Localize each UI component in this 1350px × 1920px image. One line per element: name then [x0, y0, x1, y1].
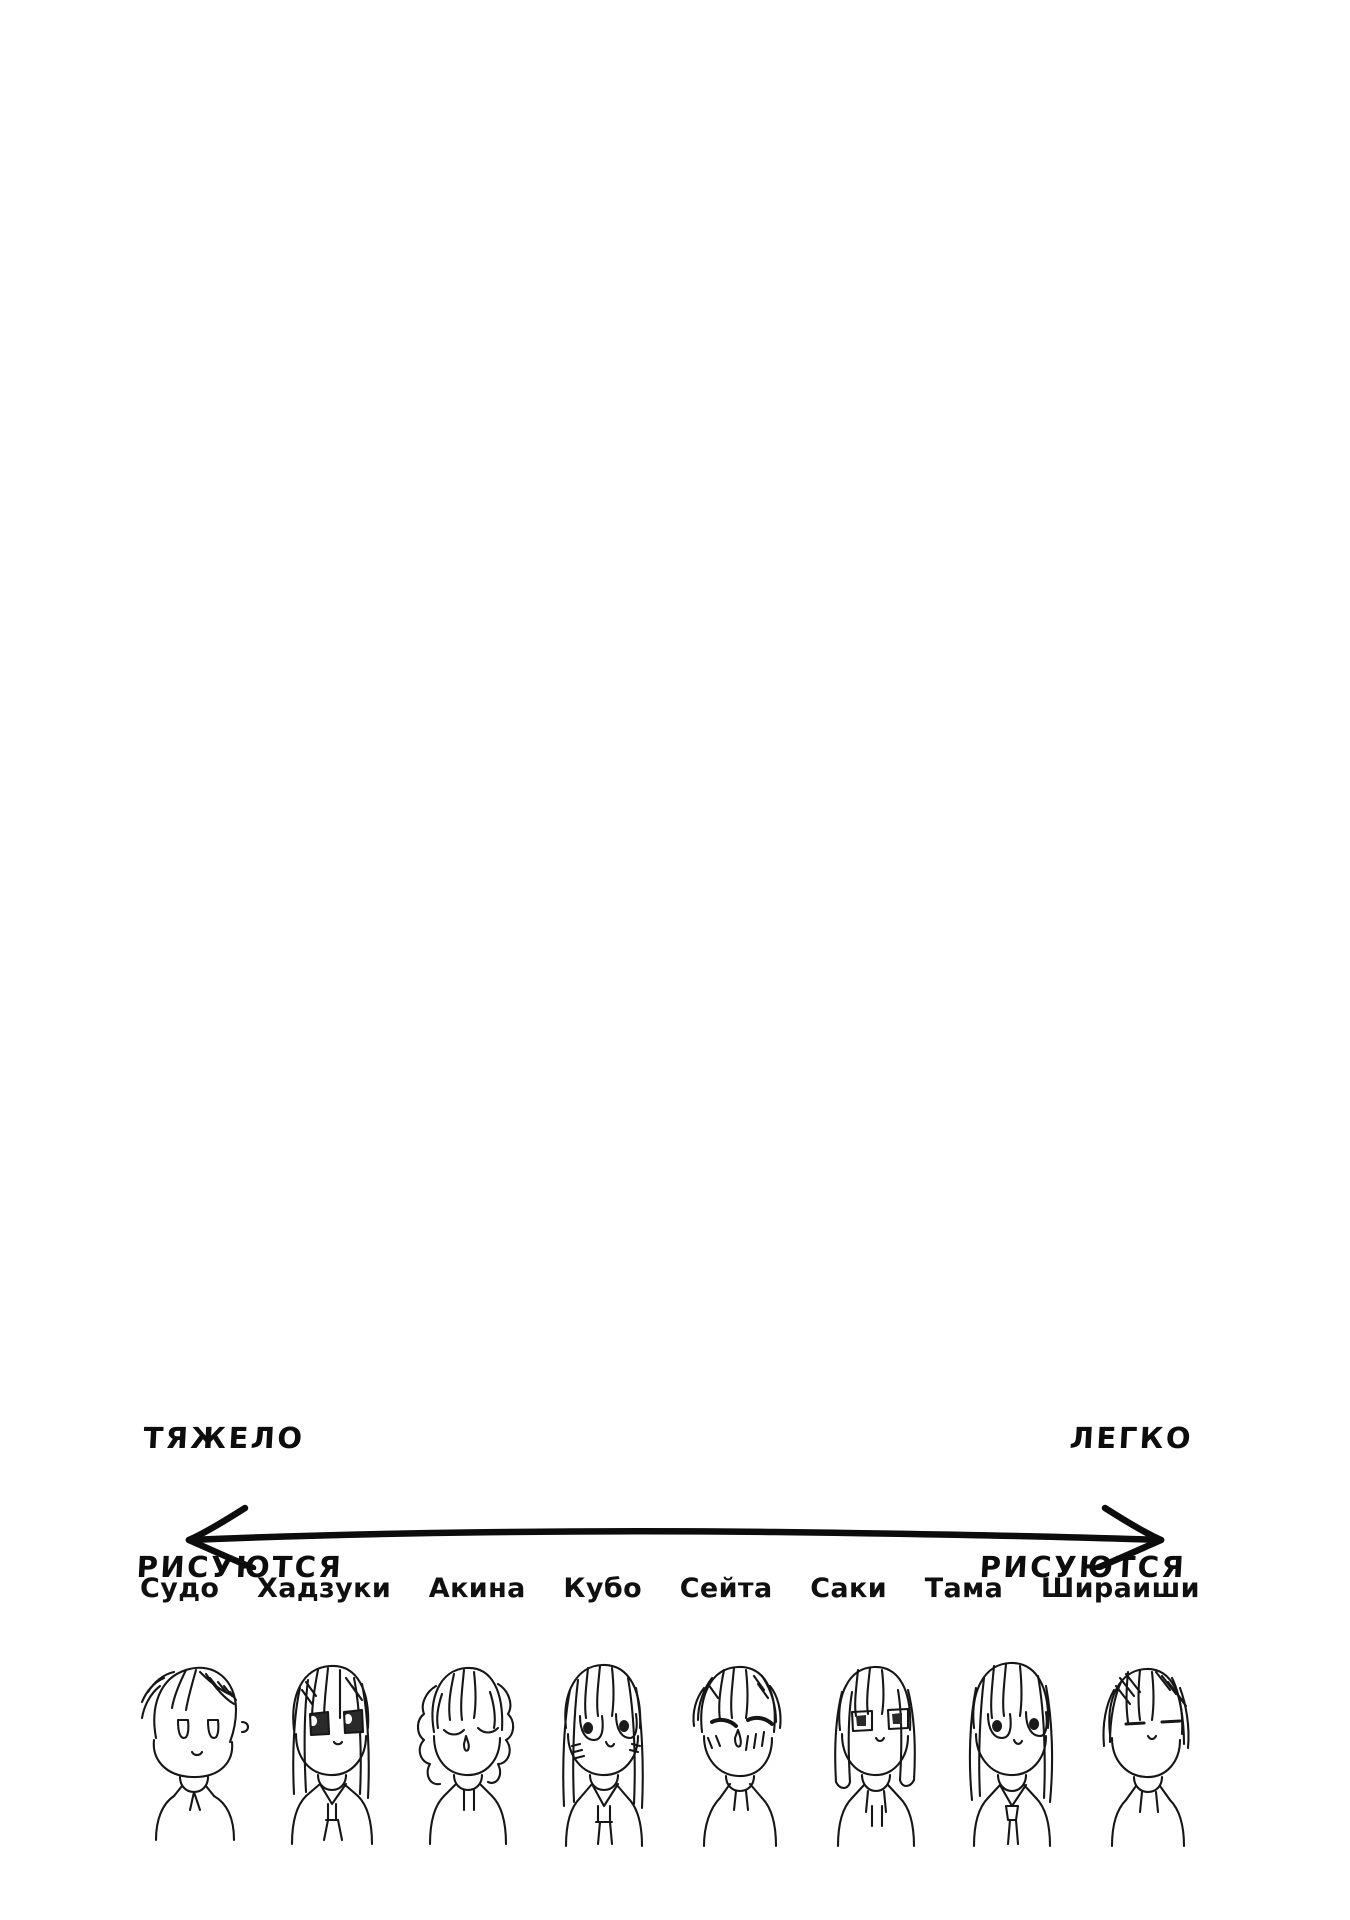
- chibi-akina-icon: [402, 1634, 530, 1854]
- chibi-saki-icon: [810, 1634, 938, 1854]
- double-headed-arrow-icon: [175, 1480, 1175, 1570]
- character-name-row: Судо Хадзуки Акина Кубо Сейта Саки Тама …: [140, 1572, 1200, 1606]
- character-name: Тама: [924, 1573, 1004, 1604]
- chibi-tama-icon: [946, 1634, 1074, 1854]
- axis-label-hard-line1: ТЯЖЕЛО: [142, 1421, 306, 1455]
- chibi-kubo-icon: [538, 1634, 666, 1854]
- chibi-portrait-row: [130, 1624, 1210, 1854]
- chibi-shiraishi-icon: [1082, 1634, 1210, 1854]
- axis-label-easy-line1: ЛЕГКО: [1069, 1421, 1195, 1455]
- chibi-seita-icon: [674, 1634, 802, 1854]
- character-name: Шираиши: [1040, 1573, 1200, 1604]
- character-name: Сейта: [679, 1573, 773, 1604]
- character-name: Кубо: [563, 1573, 643, 1604]
- character-name: Акина: [428, 1573, 526, 1604]
- chibi-hadzuki-icon: [266, 1634, 394, 1854]
- character-name: Судо: [140, 1573, 220, 1604]
- character-name: Хадзуки: [256, 1573, 392, 1604]
- chibi-sudo-icon: [130, 1634, 258, 1854]
- character-name: Саки: [810, 1573, 888, 1604]
